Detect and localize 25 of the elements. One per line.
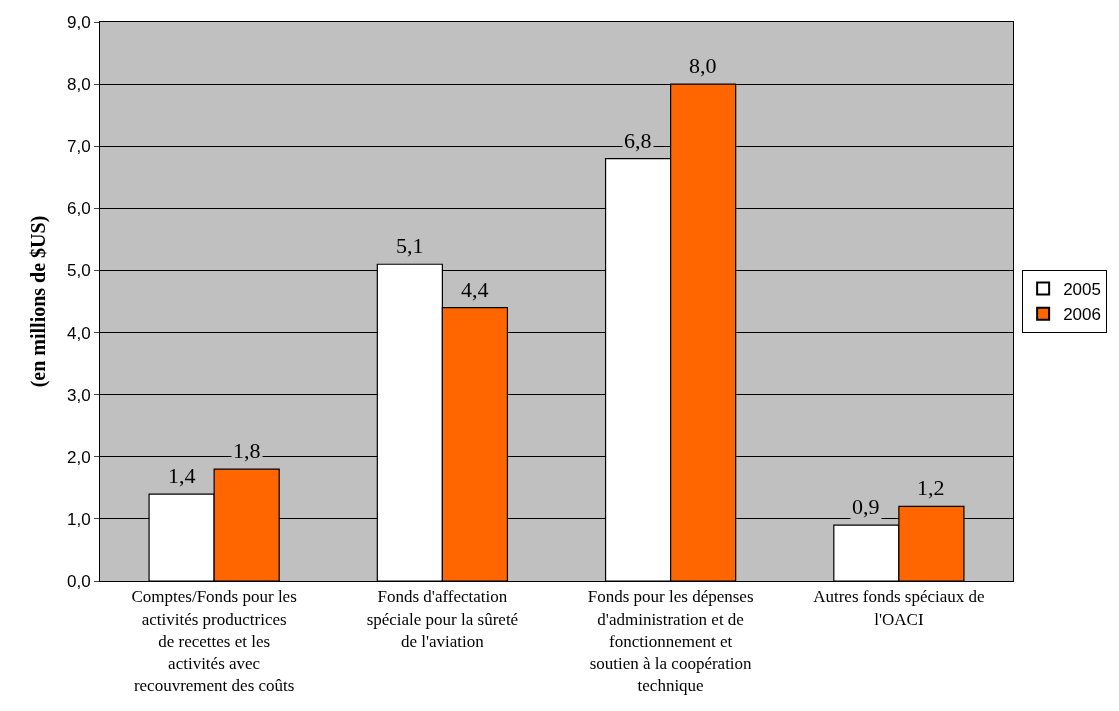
- legend-label: 2005: [1063, 280, 1101, 300]
- data-label: 4,4: [461, 277, 489, 302]
- legend-label: 2006: [1063, 305, 1101, 325]
- data-label: 8,0: [689, 53, 717, 78]
- x-tick-label: Fonds d'affectation spéciale pour la sûreté de l'aviation: [366, 587, 519, 651]
- y-tick-label: 7,0: [66, 137, 91, 157]
- y-axis-title: (en millions de $US): [27, 215, 51, 388]
- y-tick-label: 5,0: [66, 261, 91, 281]
- y-tick-label: 0,0: [66, 571, 91, 591]
- data-label: 1,4: [168, 463, 196, 488]
- y-tick-label: 4,0: [66, 323, 91, 343]
- y-tick-label: 9,0: [66, 12, 91, 32]
- x-tick-label: Fonds pour les dépenses d'administration et de fonctionnement et soutien à la coopération technique: [587, 587, 754, 695]
- data-label: 1,2: [917, 475, 945, 500]
- data-label: 1,8: [233, 438, 261, 463]
- y-tick-label: 2,0: [66, 447, 91, 467]
- y-tick-label: 8,0: [66, 75, 91, 95]
- x-tick-label: Comptes/Fonds pour les activités productrices de recettes et les activités avec recouvrement des coûts: [131, 587, 297, 695]
- y-tick-label: 1,0: [66, 509, 91, 529]
- data-label: 6,8: [624, 128, 652, 153]
- data-label: 0,9: [852, 494, 880, 519]
- data-label: 5,1: [396, 233, 424, 258]
- y-tick-label: 6,0: [66, 199, 91, 219]
- x-tick-label: Autres fonds spéciaux de l'OACI: [813, 587, 985, 629]
- y-tick-label: 3,0: [66, 385, 91, 405]
